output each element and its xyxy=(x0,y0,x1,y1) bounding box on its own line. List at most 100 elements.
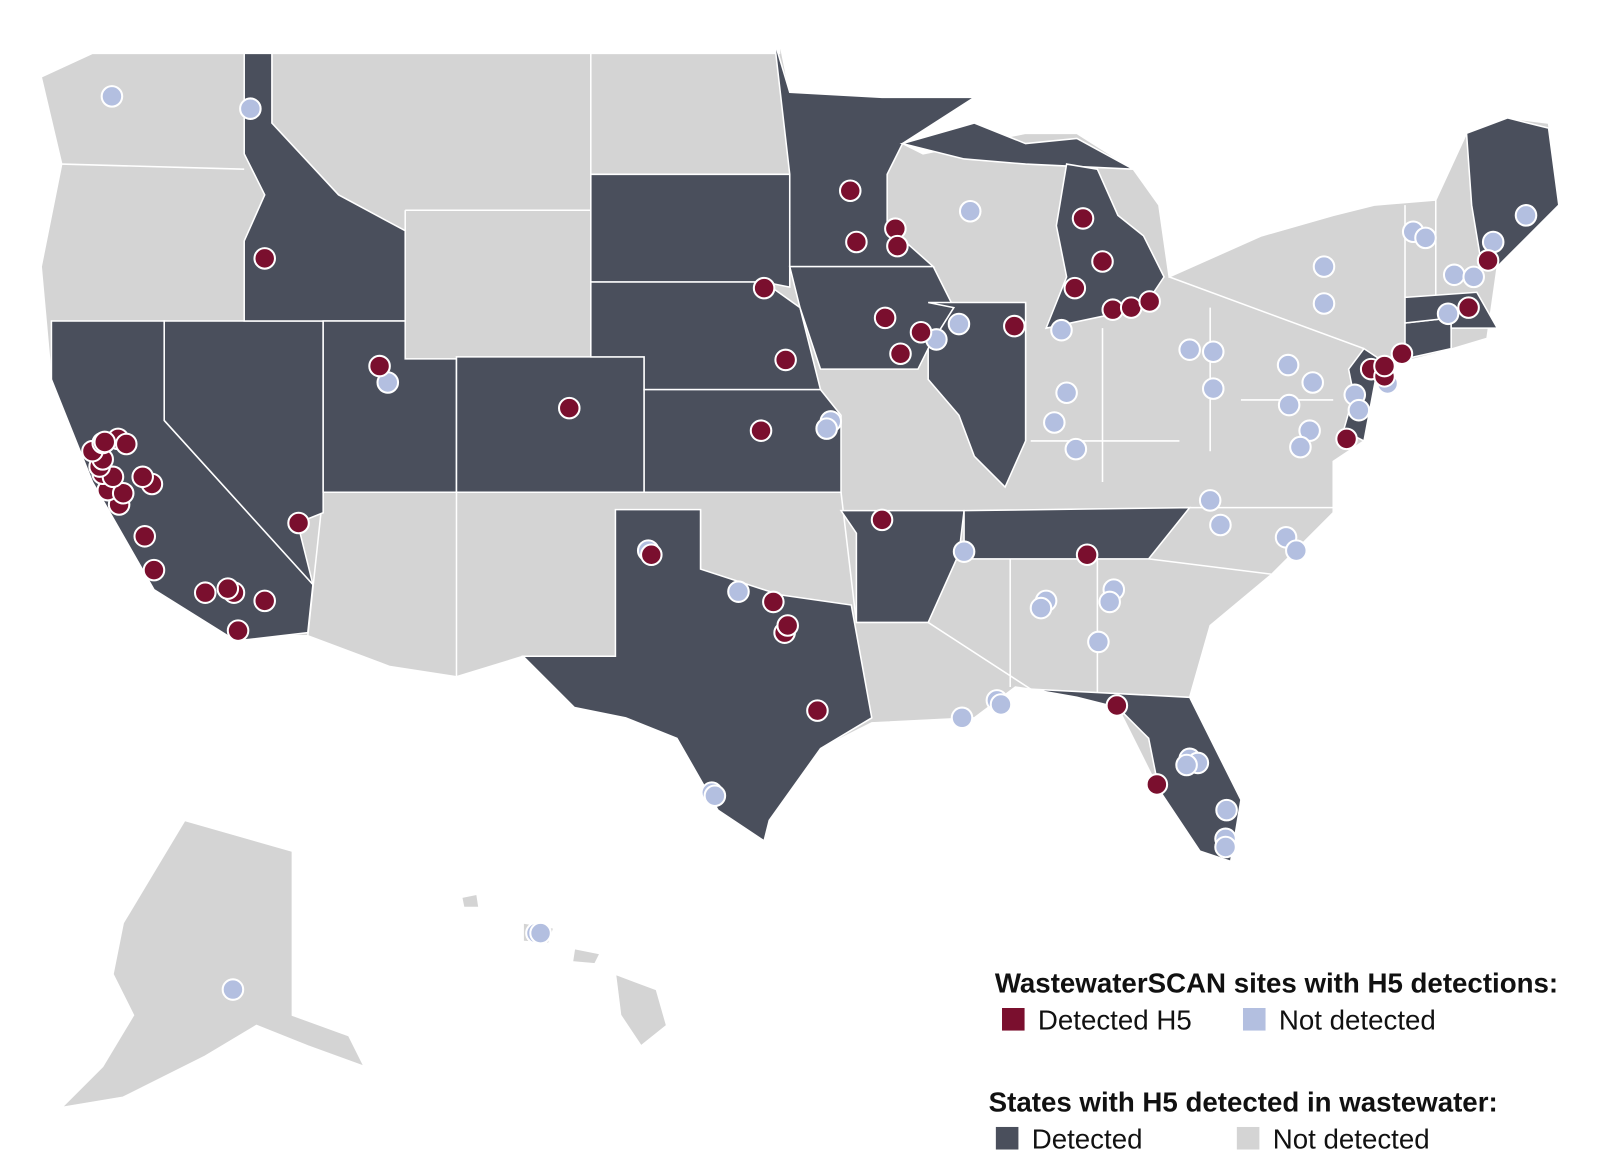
state-detected xyxy=(1465,117,1560,268)
site-not-detected xyxy=(221,978,245,1001)
site-not-detected xyxy=(1209,513,1232,537)
site-detected xyxy=(226,619,250,642)
legend: WastewaterSCAN sites with H5 detections:… xyxy=(989,968,1558,1155)
state-detected xyxy=(899,122,1134,170)
site-detected xyxy=(806,699,829,722)
site-detected xyxy=(870,508,894,532)
legend-item: Not detected xyxy=(1273,1123,1430,1154)
site-detected xyxy=(557,396,581,420)
site-detected xyxy=(1335,427,1358,451)
site-detected xyxy=(640,543,663,567)
site-detected xyxy=(1145,773,1169,796)
site-not-detected xyxy=(1285,539,1308,562)
site-detected xyxy=(845,230,868,254)
site-detected xyxy=(1075,543,1099,567)
state-detected xyxy=(643,388,842,493)
site-not-detected xyxy=(1462,265,1485,289)
legend-item: Not detected xyxy=(1279,1005,1436,1036)
site-detected xyxy=(193,581,217,604)
site-not-detected xyxy=(947,312,971,336)
site-detected xyxy=(1063,276,1087,300)
site-detected xyxy=(1373,354,1396,378)
site-not-detected xyxy=(1481,230,1505,254)
site-not-detected xyxy=(703,784,727,808)
site-detected xyxy=(774,348,797,372)
state-detected xyxy=(590,173,791,289)
site-not-detected xyxy=(950,706,974,730)
site-detected xyxy=(1476,249,1500,272)
site-detected xyxy=(131,465,154,489)
site-not-detected xyxy=(727,580,750,603)
site-not-detected xyxy=(239,97,262,120)
site-detected xyxy=(1138,290,1161,313)
sites xyxy=(81,85,1538,1001)
site-not-detected xyxy=(529,921,552,945)
legend-title: WastewaterSCAN sites with H5 detections: xyxy=(995,968,1558,999)
site-not-detected xyxy=(1201,377,1225,400)
alaska xyxy=(59,819,366,1109)
hawaii xyxy=(614,972,668,1048)
site-not-detected xyxy=(815,417,838,440)
site-detected xyxy=(253,247,277,270)
legend-item: Detected xyxy=(1032,1123,1143,1154)
state-detected xyxy=(788,265,955,370)
site-not-detected xyxy=(1214,835,1237,859)
site-not-detected xyxy=(1312,255,1336,278)
site-detected xyxy=(749,419,773,442)
site-not-detected xyxy=(1215,798,1238,822)
site-detected xyxy=(909,320,933,344)
site-not-detected xyxy=(1043,411,1066,434)
site-not-detected xyxy=(958,199,982,223)
site-detected xyxy=(838,179,862,203)
site-not-detected xyxy=(1064,437,1088,461)
site-detected xyxy=(1101,298,1125,321)
states xyxy=(40,40,1560,1109)
site-not-detected xyxy=(1198,489,1222,512)
site-detected xyxy=(115,432,138,456)
site-not-detected xyxy=(1289,435,1312,459)
site-detected xyxy=(142,558,166,582)
site-detected xyxy=(873,306,897,330)
legend-swatch xyxy=(1242,1008,1266,1031)
state-detected xyxy=(773,40,977,268)
legend-title: States with H5 detected in wastewater: xyxy=(989,1087,1498,1118)
site-detected xyxy=(1390,342,1414,366)
site-not-detected xyxy=(1055,381,1078,405)
site-detected xyxy=(776,614,799,637)
site-detected xyxy=(1105,694,1129,717)
site-detected xyxy=(253,589,277,613)
site-not-detected xyxy=(1029,596,1053,620)
site-not-detected xyxy=(989,693,1013,716)
site-detected xyxy=(762,590,785,614)
site-detected xyxy=(886,234,909,258)
site-not-detected xyxy=(1098,590,1121,614)
site-not-detected xyxy=(1087,630,1110,654)
legend-swatch xyxy=(1236,1126,1260,1150)
site-not-detected xyxy=(1201,340,1225,364)
state-detected xyxy=(455,356,645,493)
site-detected xyxy=(1119,296,1143,319)
site-not-detected xyxy=(1414,226,1437,250)
site-detected xyxy=(1071,207,1095,230)
hawaii xyxy=(460,893,480,909)
site-detected xyxy=(1091,250,1114,273)
site-detected xyxy=(1003,314,1026,338)
state-detected xyxy=(1030,688,1242,863)
site-detected xyxy=(216,577,240,600)
site-not-detected xyxy=(1347,398,1371,422)
site-not-detected xyxy=(1442,263,1466,287)
site-not-detected xyxy=(1178,338,1201,361)
site-detected xyxy=(752,276,776,300)
site-not-detected xyxy=(952,540,976,563)
site-detected xyxy=(93,430,117,454)
legend-swatch xyxy=(1002,1008,1025,1031)
site-detected xyxy=(287,511,310,535)
site-detected xyxy=(889,342,912,366)
site-not-detected xyxy=(1277,393,1301,417)
site-not-detected xyxy=(1436,302,1460,326)
site-not-detected xyxy=(1312,292,1336,315)
site-not-detected xyxy=(1301,371,1324,394)
site-not-detected xyxy=(1050,318,1073,342)
